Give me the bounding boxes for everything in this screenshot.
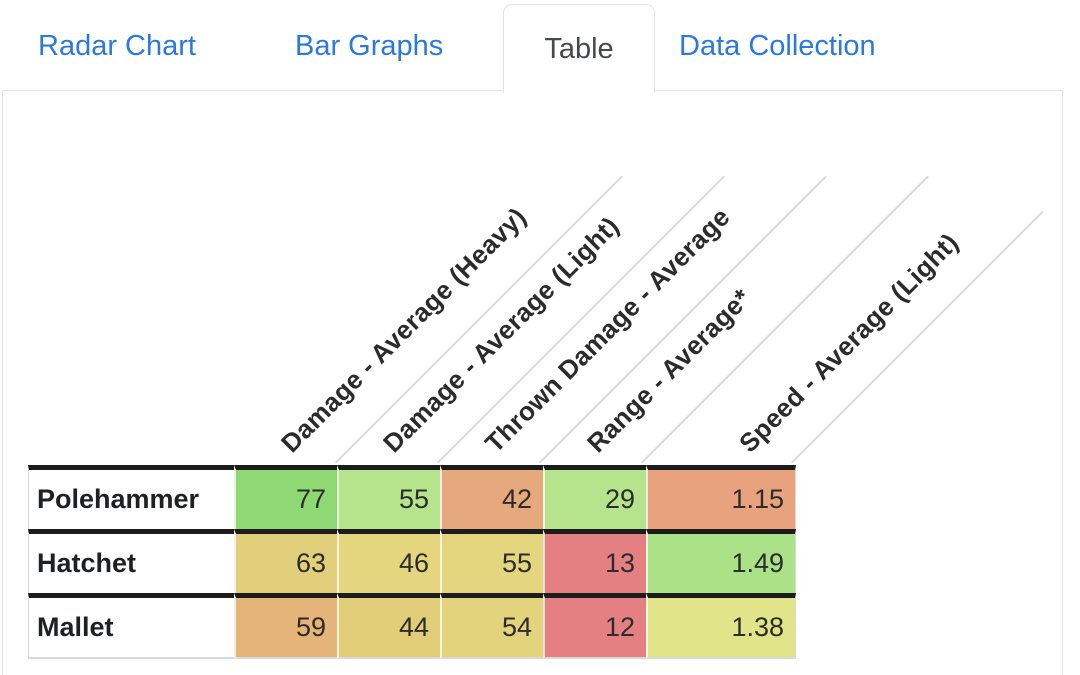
tab-data-collection[interactable]: Data Collection: [679, 30, 876, 62]
row-label: Mallet: [28, 593, 234, 659]
table-cell: 29: [543, 465, 646, 529]
tab-radar-chart[interactable]: Radar Chart: [38, 30, 196, 62]
tab-bar-graphs[interactable]: Bar Graphs: [295, 30, 444, 62]
table-cell: 42: [440, 465, 543, 529]
table-cell: 63: [234, 529, 337, 593]
table-cell: 54: [440, 593, 543, 659]
table-cell: 55: [337, 465, 440, 529]
table-cell: 46: [337, 529, 440, 593]
row-label: Hatchet: [28, 529, 234, 593]
table-cell: 59: [234, 593, 337, 659]
table-cell: 1.49: [646, 529, 796, 593]
table-row: Mallet 59 44 54 12 1.38: [28, 593, 796, 659]
stats-table: Polehammer 77 55 42 29 1.15 Hatchet 63 4…: [28, 465, 796, 659]
table-cell: 1.38: [646, 593, 796, 659]
table-cell: 55: [440, 529, 543, 593]
tab-bar: Radar Chart Bar Graphs Table Data Collec…: [0, 0, 1080, 93]
table-cell: 13: [543, 529, 646, 593]
tab-table-label: Table: [544, 32, 614, 65]
tab-table[interactable]: Table: [503, 4, 655, 93]
table-cell: 44: [337, 593, 440, 659]
table-row: Hatchet 63 46 55 13 1.49: [28, 529, 796, 593]
table-cell: 1.15: [646, 465, 796, 529]
table-cell: 77: [234, 465, 337, 529]
row-label: Polehammer: [28, 465, 234, 529]
table-cell: 12: [543, 593, 646, 659]
table-row: Polehammer 77 55 42 29 1.15: [28, 465, 796, 529]
